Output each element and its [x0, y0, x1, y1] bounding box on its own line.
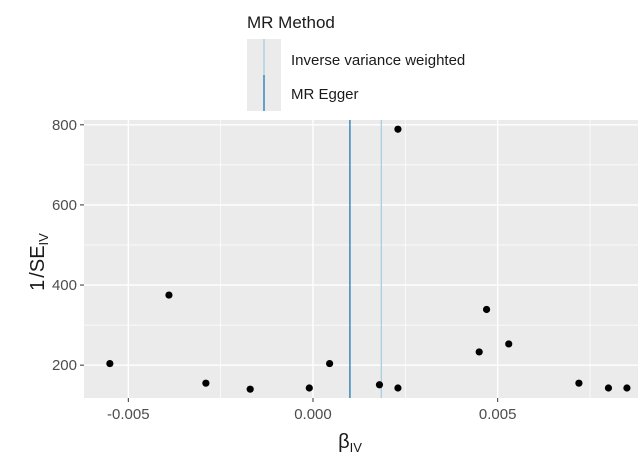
y-axis: 200 400 600 800	[52, 117, 84, 374]
legend-label-egger: MR Egger	[291, 86, 359, 103]
svg-text:1/SEIV: 1/SEIV	[27, 233, 51, 291]
data-point	[246, 385, 254, 393]
y-tick-label: 800	[52, 117, 77, 134]
y-axis-title: 1/SEIV	[27, 233, 51, 291]
x-axis-title-main: β	[338, 431, 350, 453]
data-point	[475, 348, 483, 356]
x-tick-label: -0.005	[107, 406, 150, 423]
legend-label-ivw: Inverse variance weighted	[291, 52, 465, 69]
legend-title: MR Method	[247, 13, 335, 32]
data-point	[305, 384, 313, 392]
data-point	[482, 305, 491, 314]
data-point	[394, 125, 402, 133]
y-axis-title-prefix: 1	[27, 280, 49, 291]
data-point	[623, 384, 631, 392]
x-axis-title: βIV	[338, 431, 362, 455]
data-point	[375, 381, 384, 389]
data-point	[202, 379, 210, 387]
method-lines	[349, 120, 382, 398]
y-tick-label: 400	[52, 277, 77, 294]
x-axis-title-sub: IV	[350, 440, 363, 455]
y-tick-label: 600	[52, 197, 77, 214]
data-point	[505, 340, 513, 348]
legend: MR Method Inverse variance weighted MR E…	[247, 13, 465, 111]
major-gridlines	[84, 120, 638, 398]
data-points	[106, 125, 631, 393]
x-tick-label: 0.000	[294, 406, 332, 423]
y-tick-label: 200	[52, 357, 77, 374]
x-tick-label: 0.005	[479, 406, 517, 423]
data-point	[106, 359, 114, 368]
data-point	[394, 384, 402, 392]
y-axis-title-main: SE	[27, 245, 49, 272]
plot-panel	[84, 120, 638, 398]
x-axis: -0.005 0.000 0.005	[107, 398, 516, 423]
minor-gridlines	[84, 120, 638, 398]
data-point	[604, 384, 613, 392]
data-point	[165, 291, 173, 299]
y-axis-title-sub: IV	[36, 233, 51, 246]
data-point	[326, 359, 334, 368]
data-point	[575, 379, 583, 387]
